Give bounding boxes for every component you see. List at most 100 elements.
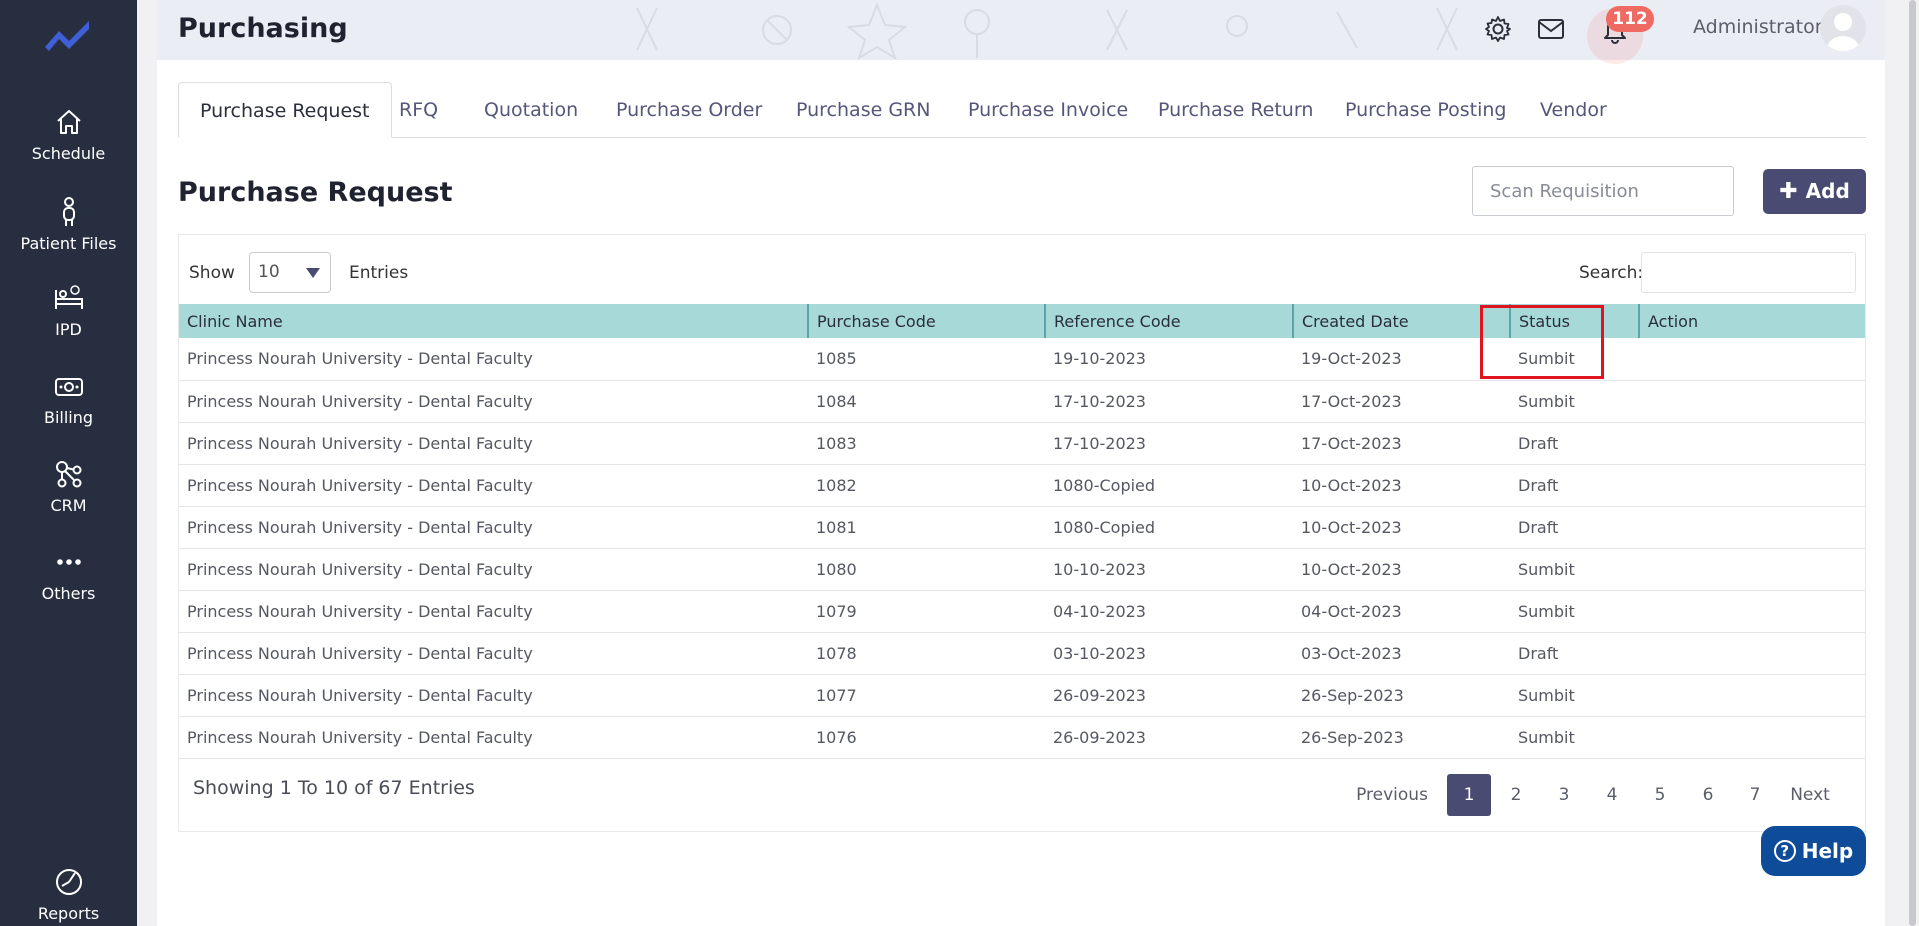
more-icon	[53, 546, 85, 578]
table-row[interactable]: Princess Nourah University - Dental Facu…	[179, 548, 1865, 590]
table-row[interactable]: Princess Nourah University - Dental Facu…	[179, 338, 1865, 380]
cell-created-date: 10-Oct-2023	[1301, 475, 1402, 495]
column-header-reference-code[interactable]: Reference Code	[1045, 304, 1294, 338]
entries-value: 10	[258, 262, 280, 282]
cell-action[interactable]	[1639, 506, 1865, 548]
pagination-page-7[interactable]: 7	[1749, 785, 1761, 805]
cell-reference-code: 04-10-2023	[1053, 601, 1146, 621]
column-header-status[interactable]: Status	[1510, 304, 1640, 338]
pagination-page-1[interactable]: 1	[1447, 774, 1491, 816]
pagination-previous[interactable]: Previous	[1356, 785, 1428, 805]
cell-action[interactable]	[1639, 716, 1865, 758]
cell-clinic-name: Princess Nourah University - Dental Facu…	[187, 685, 533, 705]
avatar[interactable]	[1820, 5, 1866, 51]
add-button-label: Add	[1805, 179, 1850, 203]
money-icon	[53, 370, 85, 402]
cell-action[interactable]	[1639, 674, 1865, 716]
sidebar-item-ipd[interactable]: IPD	[0, 282, 137, 339]
table-row[interactable]: Princess Nourah University - Dental Facu…	[179, 464, 1865, 506]
sidebar-item-crm[interactable]: CRM	[0, 458, 137, 515]
main-content: Purchasing 112 Administrator Purchase Re…	[157, 0, 1885, 926]
table-row[interactable]: Princess Nourah University - Dental Facu…	[179, 380, 1865, 422]
tab-quotation[interactable]: Quotation	[484, 99, 579, 121]
table-row[interactable]: Princess Nourah University - Dental Facu…	[179, 422, 1865, 464]
sidebar-item-patient-files[interactable]: Patient Files	[0, 196, 137, 253]
sidebar-item-schedule[interactable]: Schedule	[0, 106, 137, 163]
pagination-page-2[interactable]: 2	[1510, 785, 1522, 805]
cell-action[interactable]	[1639, 422, 1865, 464]
scan-requisition-input[interactable]	[1472, 166, 1734, 216]
cell-reference-code: 17-10-2023	[1053, 433, 1146, 453]
tab-rfq[interactable]: RFQ	[399, 99, 439, 121]
bed-icon	[53, 282, 85, 314]
pagination-next[interactable]: Next	[1790, 785, 1830, 805]
help-button[interactable]: ? Help	[1761, 826, 1866, 876]
showing-entries-text: Showing 1 To 10 of 67 Entries	[193, 777, 475, 799]
tab-purchase-grn[interactable]: Purchase GRN	[796, 99, 931, 121]
sidebar-item-billing[interactable]: Billing	[0, 370, 137, 427]
cell-action[interactable]	[1639, 632, 1865, 674]
cell-action[interactable]	[1639, 548, 1865, 590]
page-scrollbar[interactable]	[1906, 0, 1919, 926]
module-tabs: Purchase Request RFQ Quotation Purchase …	[178, 82, 1866, 138]
table-row[interactable]: Princess Nourah University - Dental Facu…	[179, 716, 1865, 758]
celebration-pattern-icon	[636, 2, 1458, 60]
top-bar: Purchasing 112 Administrator	[157, 0, 1885, 64]
network-icon	[53, 458, 85, 490]
cell-clinic-name: Princess Nourah University - Dental Facu…	[187, 517, 533, 537]
column-header-action[interactable]: Action	[1648, 311, 1699, 331]
table-row[interactable]: Princess Nourah University - Dental Facu…	[179, 674, 1865, 716]
pagination-page-4[interactable]: 4	[1606, 785, 1618, 805]
column-header-purchase-code[interactable]: Purchase Code	[808, 304, 1046, 338]
cell-status: Sumbit	[1518, 559, 1575, 579]
sidebar-item-label: Patient Files	[20, 234, 117, 253]
tab-purchase-order[interactable]: Purchase Order	[616, 99, 763, 121]
pie-icon	[53, 866, 85, 898]
cell-purchase-code: 1080	[816, 559, 857, 579]
pagination-page-5[interactable]: 5	[1654, 785, 1666, 805]
show-label: Show	[189, 263, 235, 283]
app-logo-icon[interactable]	[43, 17, 93, 55]
cell-action[interactable]	[1639, 380, 1865, 422]
add-button[interactable]: ✚ Add	[1763, 169, 1866, 214]
column-header-created-date[interactable]: Created Date	[1293, 304, 1511, 338]
table-row[interactable]: Princess Nourah University - Dental Facu…	[179, 632, 1865, 674]
cell-action[interactable]	[1639, 464, 1865, 506]
user-name[interactable]: Administrator	[1693, 16, 1823, 38]
cell-action[interactable]	[1639, 590, 1865, 632]
entries-per-page-select[interactable]: 10	[249, 252, 331, 293]
cell-action[interactable]	[1639, 338, 1865, 380]
cell-purchase-code: 1077	[816, 685, 857, 705]
column-header-clinic-name[interactable]: Clinic Name	[179, 304, 809, 338]
cell-clinic-name: Princess Nourah University - Dental Facu…	[187, 349, 533, 369]
tab-purchase-posting[interactable]: Purchase Posting	[1345, 99, 1507, 121]
tab-purchase-request[interactable]: Purchase Request	[178, 82, 392, 138]
sidebar: Schedule Patient Files IPD Billing CRM O…	[0, 0, 137, 926]
cell-status: Sumbit	[1518, 601, 1575, 621]
mail-icon[interactable]	[1536, 14, 1566, 44]
user-avatar-icon	[1826, 13, 1860, 51]
tab-purchase-return[interactable]: Purchase Return	[1158, 99, 1314, 121]
sidebar-item-others[interactable]: Others	[0, 546, 137, 603]
sidebar-item-label: Billing	[43, 408, 94, 427]
cell-clinic-name: Princess Nourah University - Dental Facu…	[187, 391, 533, 411]
gear-icon[interactable]	[1483, 14, 1513, 44]
table-row[interactable]: Princess Nourah University - Dental Facu…	[179, 506, 1865, 548]
cell-reference-code: 26-09-2023	[1053, 727, 1146, 747]
notification-badge[interactable]: 112	[1606, 6, 1654, 32]
cell-purchase-code: 1085	[816, 349, 857, 369]
search-input[interactable]	[1641, 252, 1856, 293]
scrollbar-thumb[interactable]	[1909, 0, 1916, 926]
entries-label: Entries	[349, 263, 409, 283]
sidebar-item-label: Schedule	[31, 144, 106, 163]
sidebar-item-label: Others	[41, 584, 96, 603]
tab-purchase-invoice[interactable]: Purchase Invoice	[968, 99, 1129, 121]
pagination-page-3[interactable]: 3	[1558, 785, 1570, 805]
cell-created-date: 26-Sep-2023	[1301, 727, 1404, 747]
table-body: Princess Nourah University - Dental Facu…	[179, 338, 1865, 758]
pagination-page-6[interactable]: 6	[1702, 785, 1714, 805]
sidebar-item-reports[interactable]: Reports	[0, 866, 137, 923]
cell-status: Draft	[1518, 433, 1559, 453]
table-row[interactable]: Princess Nourah University - Dental Facu…	[179, 590, 1865, 632]
tab-vendor[interactable]: Vendor	[1540, 99, 1607, 121]
